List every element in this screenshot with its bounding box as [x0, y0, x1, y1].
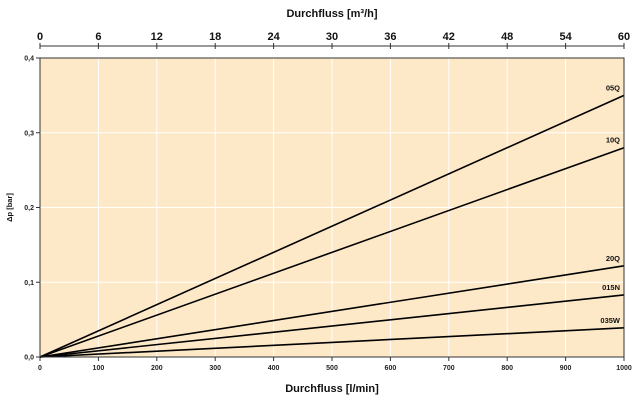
x-tick-label: 0	[38, 365, 42, 372]
x-tick-label: 400	[268, 365, 280, 372]
y-tick-label: 0,1	[24, 280, 34, 287]
series-labels: 05Q 10Q 20Q 015N 035W	[600, 83, 621, 324]
x-tick-label: 500	[326, 365, 338, 372]
y-axis-title: Δp [bar]	[5, 193, 14, 222]
top-axis-title: Durchfluss [m³/h]	[286, 8, 377, 20]
bottom-axis-title: Durchfluss [l/min]	[285, 383, 379, 395]
series-lines	[39, 94, 625, 358]
series-line-035w	[39, 327, 625, 358]
top-tick-label: 54	[559, 31, 572, 43]
top-tick-label: 18	[209, 31, 221, 43]
top-tick-label: 6	[95, 31, 101, 43]
x-tick-label: 100	[93, 365, 105, 372]
top-tick-label: 24	[267, 31, 280, 43]
y-tick-label: 0,4	[24, 56, 34, 63]
left-axis: 0,0 0,1 0,2 0,3 0,4	[24, 56, 40, 362]
top-tick-label: 42	[443, 31, 455, 43]
top-tick-label: 36	[384, 31, 396, 43]
x-tick-label: 300	[209, 365, 221, 372]
top-tick-label: 0	[37, 31, 43, 43]
y-tick-label: 0,3	[24, 130, 34, 137]
series-label-015n: 015N	[602, 283, 620, 292]
y-tick-label: 0,2	[24, 205, 34, 212]
series-line-05q	[39, 94, 625, 358]
series-line-015n	[39, 294, 625, 358]
series-label-05q: 05Q	[606, 83, 620, 92]
top-tick-label: 48	[501, 31, 513, 43]
plot-frame	[39, 57, 625, 358]
top-tick-label: 30	[326, 31, 338, 43]
series-line-20q	[39, 265, 625, 358]
x-tick-label: 600	[385, 365, 397, 372]
x-tick-label: 800	[501, 365, 513, 372]
series-label-10q: 10Q	[606, 136, 620, 145]
bottom-axis: 0 100 200 300 400 500 600 700 800 900 1000	[38, 357, 632, 372]
y-tick-label: 0,0	[24, 355, 34, 362]
top-tick-label: 12	[151, 31, 163, 43]
x-tick-label: 1000	[616, 365, 632, 372]
series-label-20q: 20Q	[606, 254, 620, 263]
x-tick-label: 900	[560, 365, 572, 372]
x-tick-label: 700	[443, 365, 455, 372]
top-tick-label: 60	[618, 31, 630, 43]
series-line-10q	[39, 146, 625, 358]
series-label-035w: 035W	[600, 316, 621, 325]
x-tick-label: 200	[151, 365, 163, 372]
top-axis: 0 6 12 18 24 30 36 42 48 54 60	[37, 31, 630, 49]
